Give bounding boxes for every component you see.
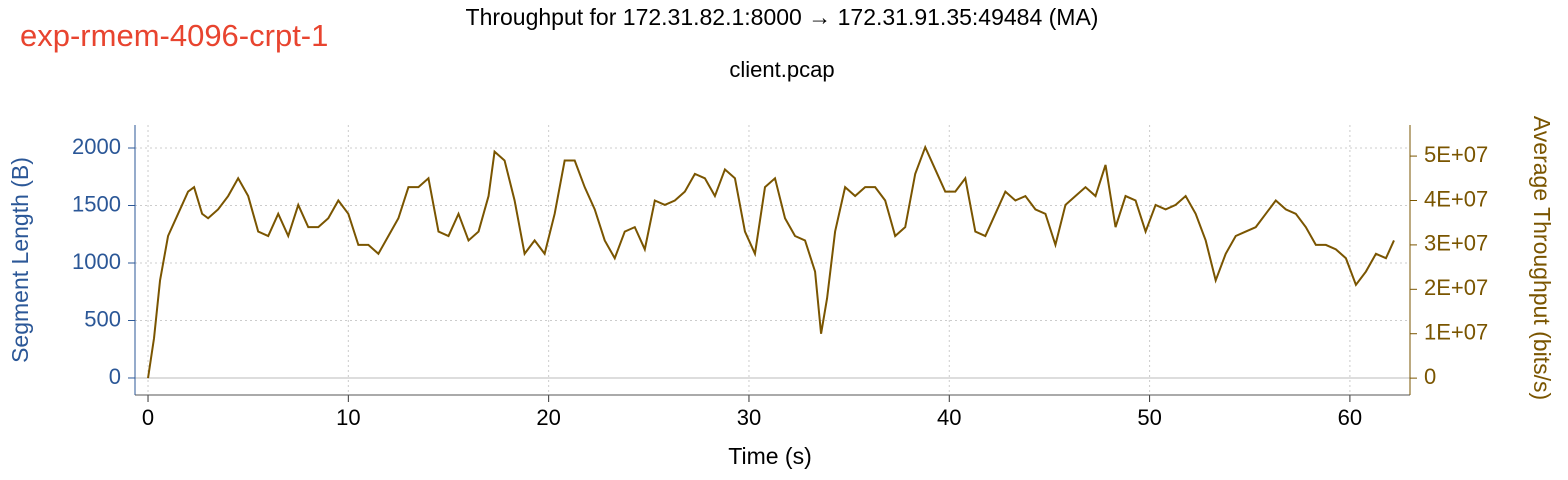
y-tick-label: 500: [84, 306, 121, 331]
y-tick-label: 1000: [72, 249, 121, 274]
y2-tick-label: 3E+07: [1424, 231, 1488, 256]
chart-subtitle: client.pcap: [729, 57, 834, 82]
chart-title: Throughput for 172.31.82.1:8000 → 172.31…: [466, 4, 1099, 30]
x-tick-label: 0: [142, 405, 154, 430]
y2-tick-label: 0: [1424, 364, 1436, 389]
x-tick-label: 40: [937, 405, 961, 430]
y-tick-label: 0: [109, 364, 121, 389]
y2-axis-label: Average Throughput (bits/s): [1529, 116, 1555, 400]
x-axis-label: Time (s): [728, 443, 811, 469]
capture-name: exp-rmem-4096-crpt-1: [20, 18, 328, 53]
y-tick-label: 2000: [72, 134, 121, 159]
y2-tick-label: 1E+07: [1424, 320, 1488, 345]
y2-tick-label: 2E+07: [1424, 275, 1488, 300]
throughput-line: [147, 144, 1395, 379]
y-axis-label: Segment Length (B): [7, 157, 33, 363]
x-tick-label: 30: [737, 405, 761, 430]
y2-tick-label: 4E+07: [1424, 186, 1488, 211]
x-tick-label: 10: [336, 405, 360, 430]
x-tick-label: 20: [536, 405, 560, 430]
x-tick-label: 50: [1137, 405, 1161, 430]
y2-tick-label: 5E+07: [1424, 142, 1488, 167]
x-tick-label: 60: [1338, 405, 1362, 430]
y-tick-label: 1500: [72, 191, 121, 216]
